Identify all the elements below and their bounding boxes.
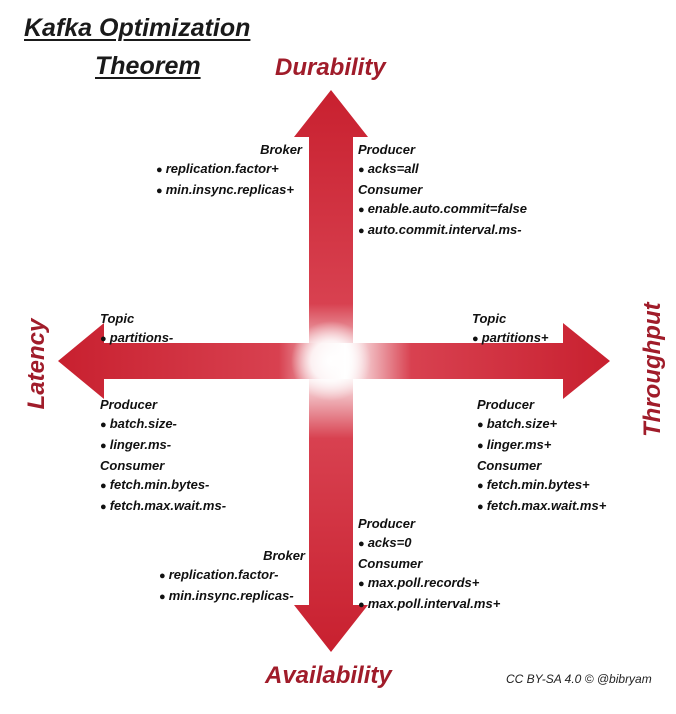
section-header: Consumer — [358, 556, 423, 571]
title-line-1: Kafka Optimization — [24, 14, 251, 42]
section-header: Broker — [263, 548, 305, 563]
section-header: Topic — [472, 311, 507, 326]
section-header: Broker — [260, 142, 302, 157]
quadrant-left-lower: Producer batch.size- linger.ms- Consumer… — [100, 395, 226, 517]
section-header: Consumer — [477, 458, 542, 473]
section-header: Consumer — [358, 182, 423, 197]
title-line-2: Theorem — [95, 52, 201, 80]
axis-label-throughput: Throughput — [639, 302, 666, 437]
license-credit: CC BY-SA 4.0 © @bibryam — [506, 672, 652, 686]
list-item: min.insync.replicas+ — [156, 180, 302, 201]
list-item: max.poll.interval.ms+ — [358, 594, 501, 615]
quadrant-left-upper: Topic partitions- — [100, 309, 173, 349]
list-item: fetch.max.wait.ms+ — [477, 496, 607, 517]
quadrant-right-lower: Producer batch.size+ linger.ms+ Consumer… — [477, 395, 606, 517]
list-item: replication.factor- — [159, 565, 305, 586]
list-item: batch.size+ — [477, 414, 606, 435]
list-item: auto.commit.interval.ms- — [358, 220, 527, 241]
quadrant-top-right: Producer acks=all Consumer enable.auto.c… — [358, 140, 527, 241]
list-item: fetch.max.wait.ms- — [100, 496, 226, 517]
quadrant-bottom-right: Producer acks=0 Consumer max.poll.record… — [358, 514, 500, 615]
list-item: partitions+ — [472, 328, 549, 349]
list-item: enable.auto.commit=false — [358, 199, 527, 220]
section-header: Producer — [358, 142, 416, 157]
list-item: max.poll.records+ — [358, 573, 500, 594]
section-header: Producer — [100, 397, 158, 412]
quadrant-right-upper: Topic partitions+ — [472, 309, 549, 349]
list-item: replication.factor+ — [156, 159, 302, 180]
section-header: Consumer — [100, 458, 165, 473]
list-item: batch.size- — [100, 414, 226, 435]
axis-label-latency: Latency — [23, 318, 50, 410]
quadrant-top-left: Broker replication.factor+ min.insync.re… — [156, 140, 302, 201]
axis-label-availability: Availability — [265, 662, 392, 689]
list-item: min.insync.replicas- — [159, 586, 305, 607]
section-header: Producer — [358, 516, 416, 531]
list-item: fetch.min.bytes+ — [477, 475, 606, 496]
list-item: acks=0 — [358, 533, 500, 554]
list-item: partitions- — [100, 328, 174, 349]
axis-label-durability: Durability — [275, 54, 386, 81]
section-header: Producer — [477, 397, 535, 412]
list-item: fetch.min.bytes- — [100, 475, 226, 496]
section-header: Topic — [100, 311, 135, 326]
list-item: linger.ms- — [100, 435, 226, 456]
quadrant-bottom-left: Broker replication.factor- min.insync.re… — [159, 546, 305, 607]
list-item: linger.ms+ — [477, 435, 606, 456]
list-item: acks=all — [358, 159, 527, 180]
